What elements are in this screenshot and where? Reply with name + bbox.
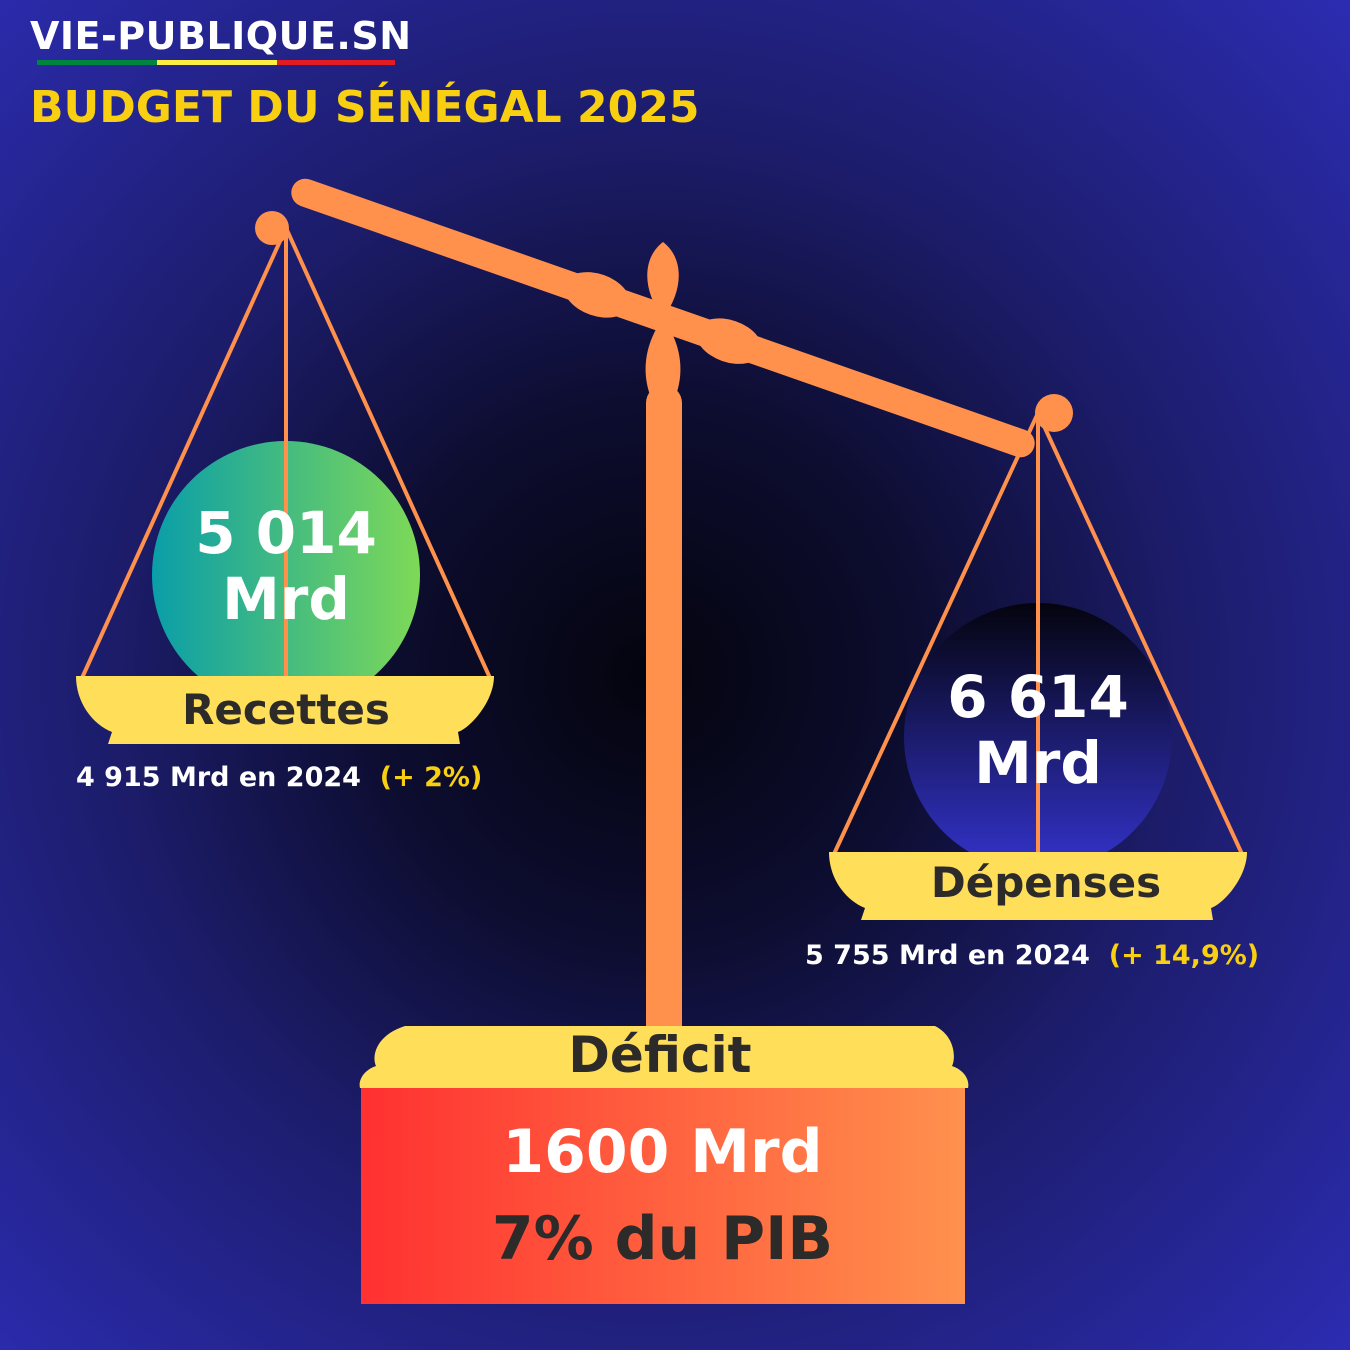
revenue-change: (+ 2%)	[379, 762, 483, 793]
revenue-comparison: 4 915 Mrd en 2024 (+ 2%)	[76, 762, 482, 793]
deficit-base-block	[361, 1088, 965, 1304]
expense-label: Dépenses	[930, 858, 1162, 907]
expense-previous: 5 755 Mrd en 2024	[805, 940, 1090, 971]
right-pan-strings	[832, 412, 1244, 855]
expense-value-number: 6 614	[947, 663, 1129, 731]
deficit-amount: 1600 Mrd	[502, 1117, 823, 1187]
deficit-label: Déficit	[568, 1026, 752, 1084]
scale-beam	[291, 178, 1035, 458]
expense-change: (+ 14,9%)	[1108, 940, 1260, 971]
revenue-pan	[76, 676, 494, 744]
expense-comparison: 5 755 Mrd en 2024 (+ 14,9%)	[805, 940, 1259, 971]
revenue-previous: 4 915 Mrd en 2024	[76, 762, 361, 793]
scale-pillar	[646, 385, 682, 1045]
revenue-value-number: 5 014	[195, 499, 377, 567]
revenue-value: 5 014 Mrd	[136, 500, 436, 632]
left-pan-strings	[80, 227, 492, 679]
flag-underline	[37, 60, 395, 65]
beam-end-right	[1035, 394, 1073, 432]
revenue-label: Recettes	[182, 685, 390, 734]
expense-value: 6 614 Mrd	[888, 664, 1188, 796]
deficit-base-cap	[359, 1026, 969, 1088]
scale-finial	[647, 242, 679, 318]
expense-pan	[829, 852, 1247, 920]
site-name: VIE-PUBLIQUE.SN	[30, 14, 412, 58]
revenue-value-unit: Mrd	[222, 565, 350, 633]
scale-spindle	[645, 318, 681, 395]
deficit-gdp-share: 7% du PIB	[491, 1204, 834, 1274]
expense-value-unit: Mrd	[974, 729, 1102, 797]
page-title: BUDGET DU SÉNÉGAL 2025	[30, 82, 700, 133]
